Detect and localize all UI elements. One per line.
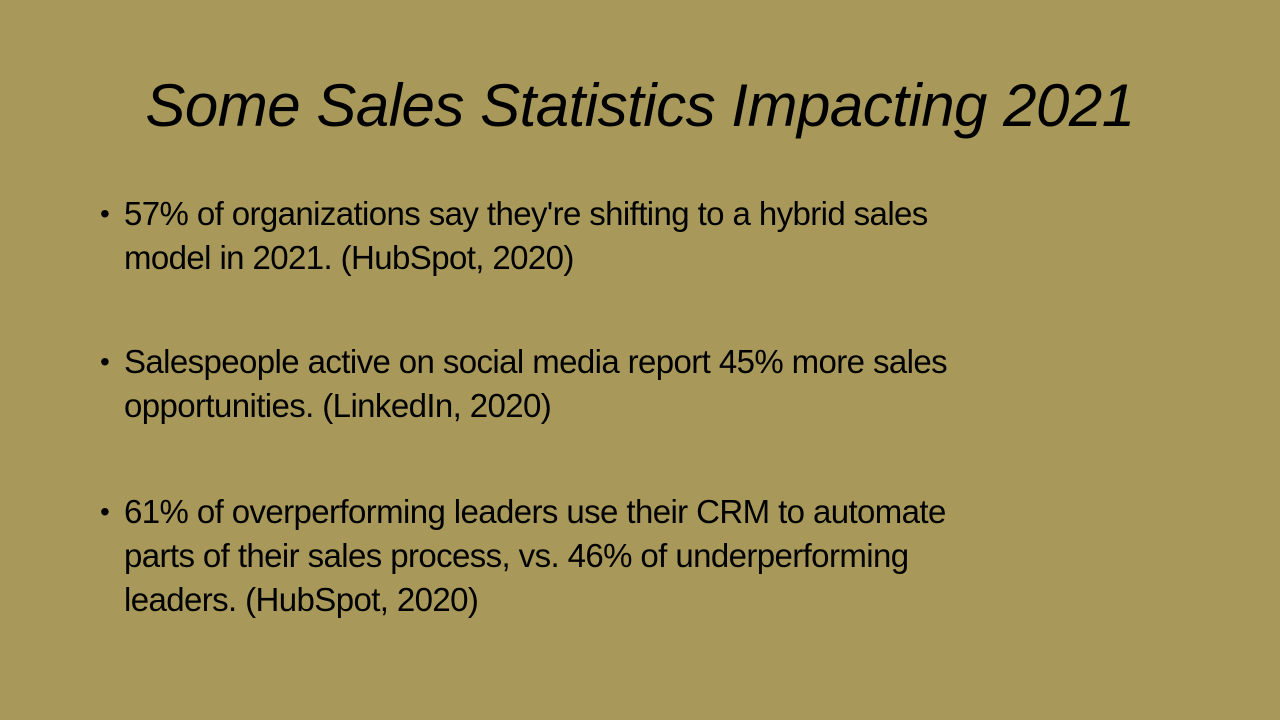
bullet-item-crm-automation: • 61% of overperforming leaders use thei… <box>98 490 946 622</box>
bullet-icon: • <box>100 198 110 229</box>
bullet-text-line: Salespeople active on social media repor… <box>124 343 948 380</box>
bullet-text-line: leaders. (HubSpot, 2020) <box>124 581 479 618</box>
bullet-icon: • <box>100 496 110 527</box>
bullet-text-line: opportunities. (LinkedIn, 2020) <box>124 387 552 424</box>
bullet-item-social-media: • Salespeople active on social media rep… <box>98 340 948 428</box>
bullet-item-hybrid-sales: • 57% of organizations say they're shift… <box>98 192 928 280</box>
bullet-text-line: 61% of overperforming leaders use their … <box>124 493 946 530</box>
slide-title: Some Sales Statistics Impacting 2021 <box>145 72 1135 139</box>
bullet-icon: • <box>100 346 110 377</box>
bullet-text-line: model in 2021. (HubSpot, 2020) <box>124 239 574 276</box>
bullet-text-line: parts of their sales process, vs. 46% of… <box>124 537 909 574</box>
bullet-text-line: 57% of organizations say they're shiftin… <box>124 195 928 232</box>
